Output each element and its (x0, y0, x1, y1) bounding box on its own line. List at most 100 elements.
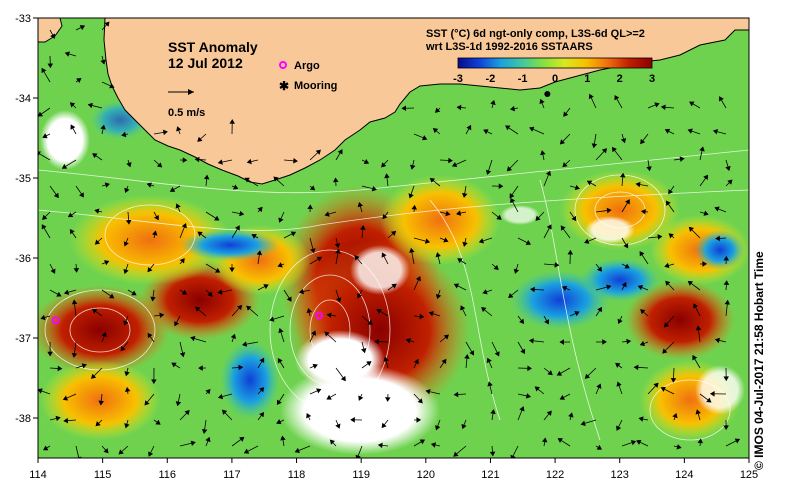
x-tick-label: 122 (546, 469, 564, 481)
current-vector-head (286, 296, 292, 302)
x-tick-label: 125 (740, 469, 758, 481)
current-vector-head (90, 373, 97, 379)
current-vector-head (676, 444, 682, 450)
current-vector-head (42, 133, 48, 139)
current-vector-head (69, 102, 76, 108)
current-vector-head (156, 162, 163, 168)
current-vector-head (236, 304, 243, 311)
current-vector-head (723, 425, 729, 431)
current-vector-head (481, 307, 487, 313)
current-vector-head (363, 158, 370, 164)
current-vector-head (724, 299, 731, 305)
current-vector-head (81, 363, 87, 369)
current-vector-head (251, 234, 257, 239)
current-vector-head (490, 99, 496, 106)
current-vector-head (246, 158, 252, 165)
current-vector-head (545, 170, 552, 176)
current-vector-head (687, 280, 694, 286)
current-vector-head (432, 128, 439, 134)
current-vector-head (435, 425, 441, 431)
x-tick-label: 118 (288, 469, 306, 481)
current-vector-head (525, 240, 532, 245)
current-vector-head (340, 375, 346, 382)
current-vector-head (94, 208, 100, 214)
map-date: 12 Jul 2012 (168, 55, 243, 71)
current-vector-head (456, 210, 462, 216)
current-vector-head (539, 98, 545, 105)
current-vector-head (424, 238, 431, 244)
current-vector-head (61, 163, 68, 169)
current-vector-head (104, 260, 110, 266)
current-vector-head (126, 162, 132, 168)
current-vector-head (417, 398, 423, 404)
current-vector-head (123, 320, 129, 326)
current-vector-head (41, 67, 47, 74)
current-vector-head (100, 124, 106, 130)
current-vector-head (120, 345, 126, 352)
current-vector-head (312, 363, 318, 369)
current-vector-head (559, 394, 566, 400)
current-vector-head (190, 335, 196, 342)
current-vector-head (448, 157, 453, 164)
current-vector-head (181, 223, 187, 229)
current-vector-head (376, 309, 382, 314)
current-vector-head (243, 448, 250, 454)
mooring-marker (544, 91, 551, 97)
current-vector-head (640, 309, 646, 315)
current-vector-head (159, 312, 165, 319)
current-vector-head (687, 128, 693, 134)
current-vector-head (506, 166, 513, 172)
current-vector-head (623, 243, 629, 249)
current-vector-head (41, 224, 47, 230)
current-vector-head (179, 352, 186, 358)
current-vector-head (668, 233, 674, 239)
colorbar-ticks: -3 -2 -1 0 1 2 3 (453, 73, 655, 85)
current-vector-head (350, 417, 355, 423)
current-vector-head (611, 146, 617, 153)
current-vector-head (668, 188, 674, 195)
current-vector-head (554, 262, 560, 268)
current-vector-head (723, 376, 729, 382)
current-vector-head (123, 268, 129, 275)
svg-text:Mooring: Mooring (294, 80, 337, 92)
current-vector-head (124, 387, 131, 392)
current-vector-head (660, 386, 666, 392)
current-vector-head (723, 255, 729, 261)
current-vector-head (124, 423, 130, 429)
current-vector-head (230, 333, 236, 340)
current-vector-head (336, 297, 342, 303)
current-vector-head (457, 258, 463, 264)
current-vector-head (561, 285, 568, 291)
current-vector-head (69, 228, 75, 235)
current-vector-head (306, 308, 312, 314)
current-vector-head (354, 255, 360, 261)
current-vector-head (663, 322, 670, 328)
current-vectors (38, 21, 741, 458)
current-vector-head (723, 280, 730, 286)
current-vector-head (381, 162, 387, 168)
current-vector-head (104, 21, 110, 27)
current-vector-head (109, 83, 115, 89)
current-vector-head (617, 318, 623, 324)
current-vector-head (71, 352, 78, 358)
current-vector-head (234, 225, 240, 231)
current-vector-head (326, 394, 332, 400)
current-vector-head (574, 184, 580, 191)
current-vector-head (87, 102, 93, 109)
x-tick-label: 115 (94, 469, 112, 481)
current-vector-head (584, 238, 590, 244)
current-vector-head (100, 59, 106, 65)
current-vector-head (692, 354, 698, 361)
current-vector-head (410, 164, 416, 170)
current-vector-head (498, 183, 504, 189)
sea-level-contours (38, 149, 749, 441)
current-vector-head (693, 303, 699, 309)
current-vector-head (416, 417, 422, 423)
current-vector-head (625, 199, 630, 205)
current-vector-head (413, 358, 419, 365)
current-vector-head (197, 136, 203, 142)
current-vector-head (626, 338, 632, 345)
current-vector-head (689, 101, 695, 107)
current-vector-head (259, 411, 265, 418)
